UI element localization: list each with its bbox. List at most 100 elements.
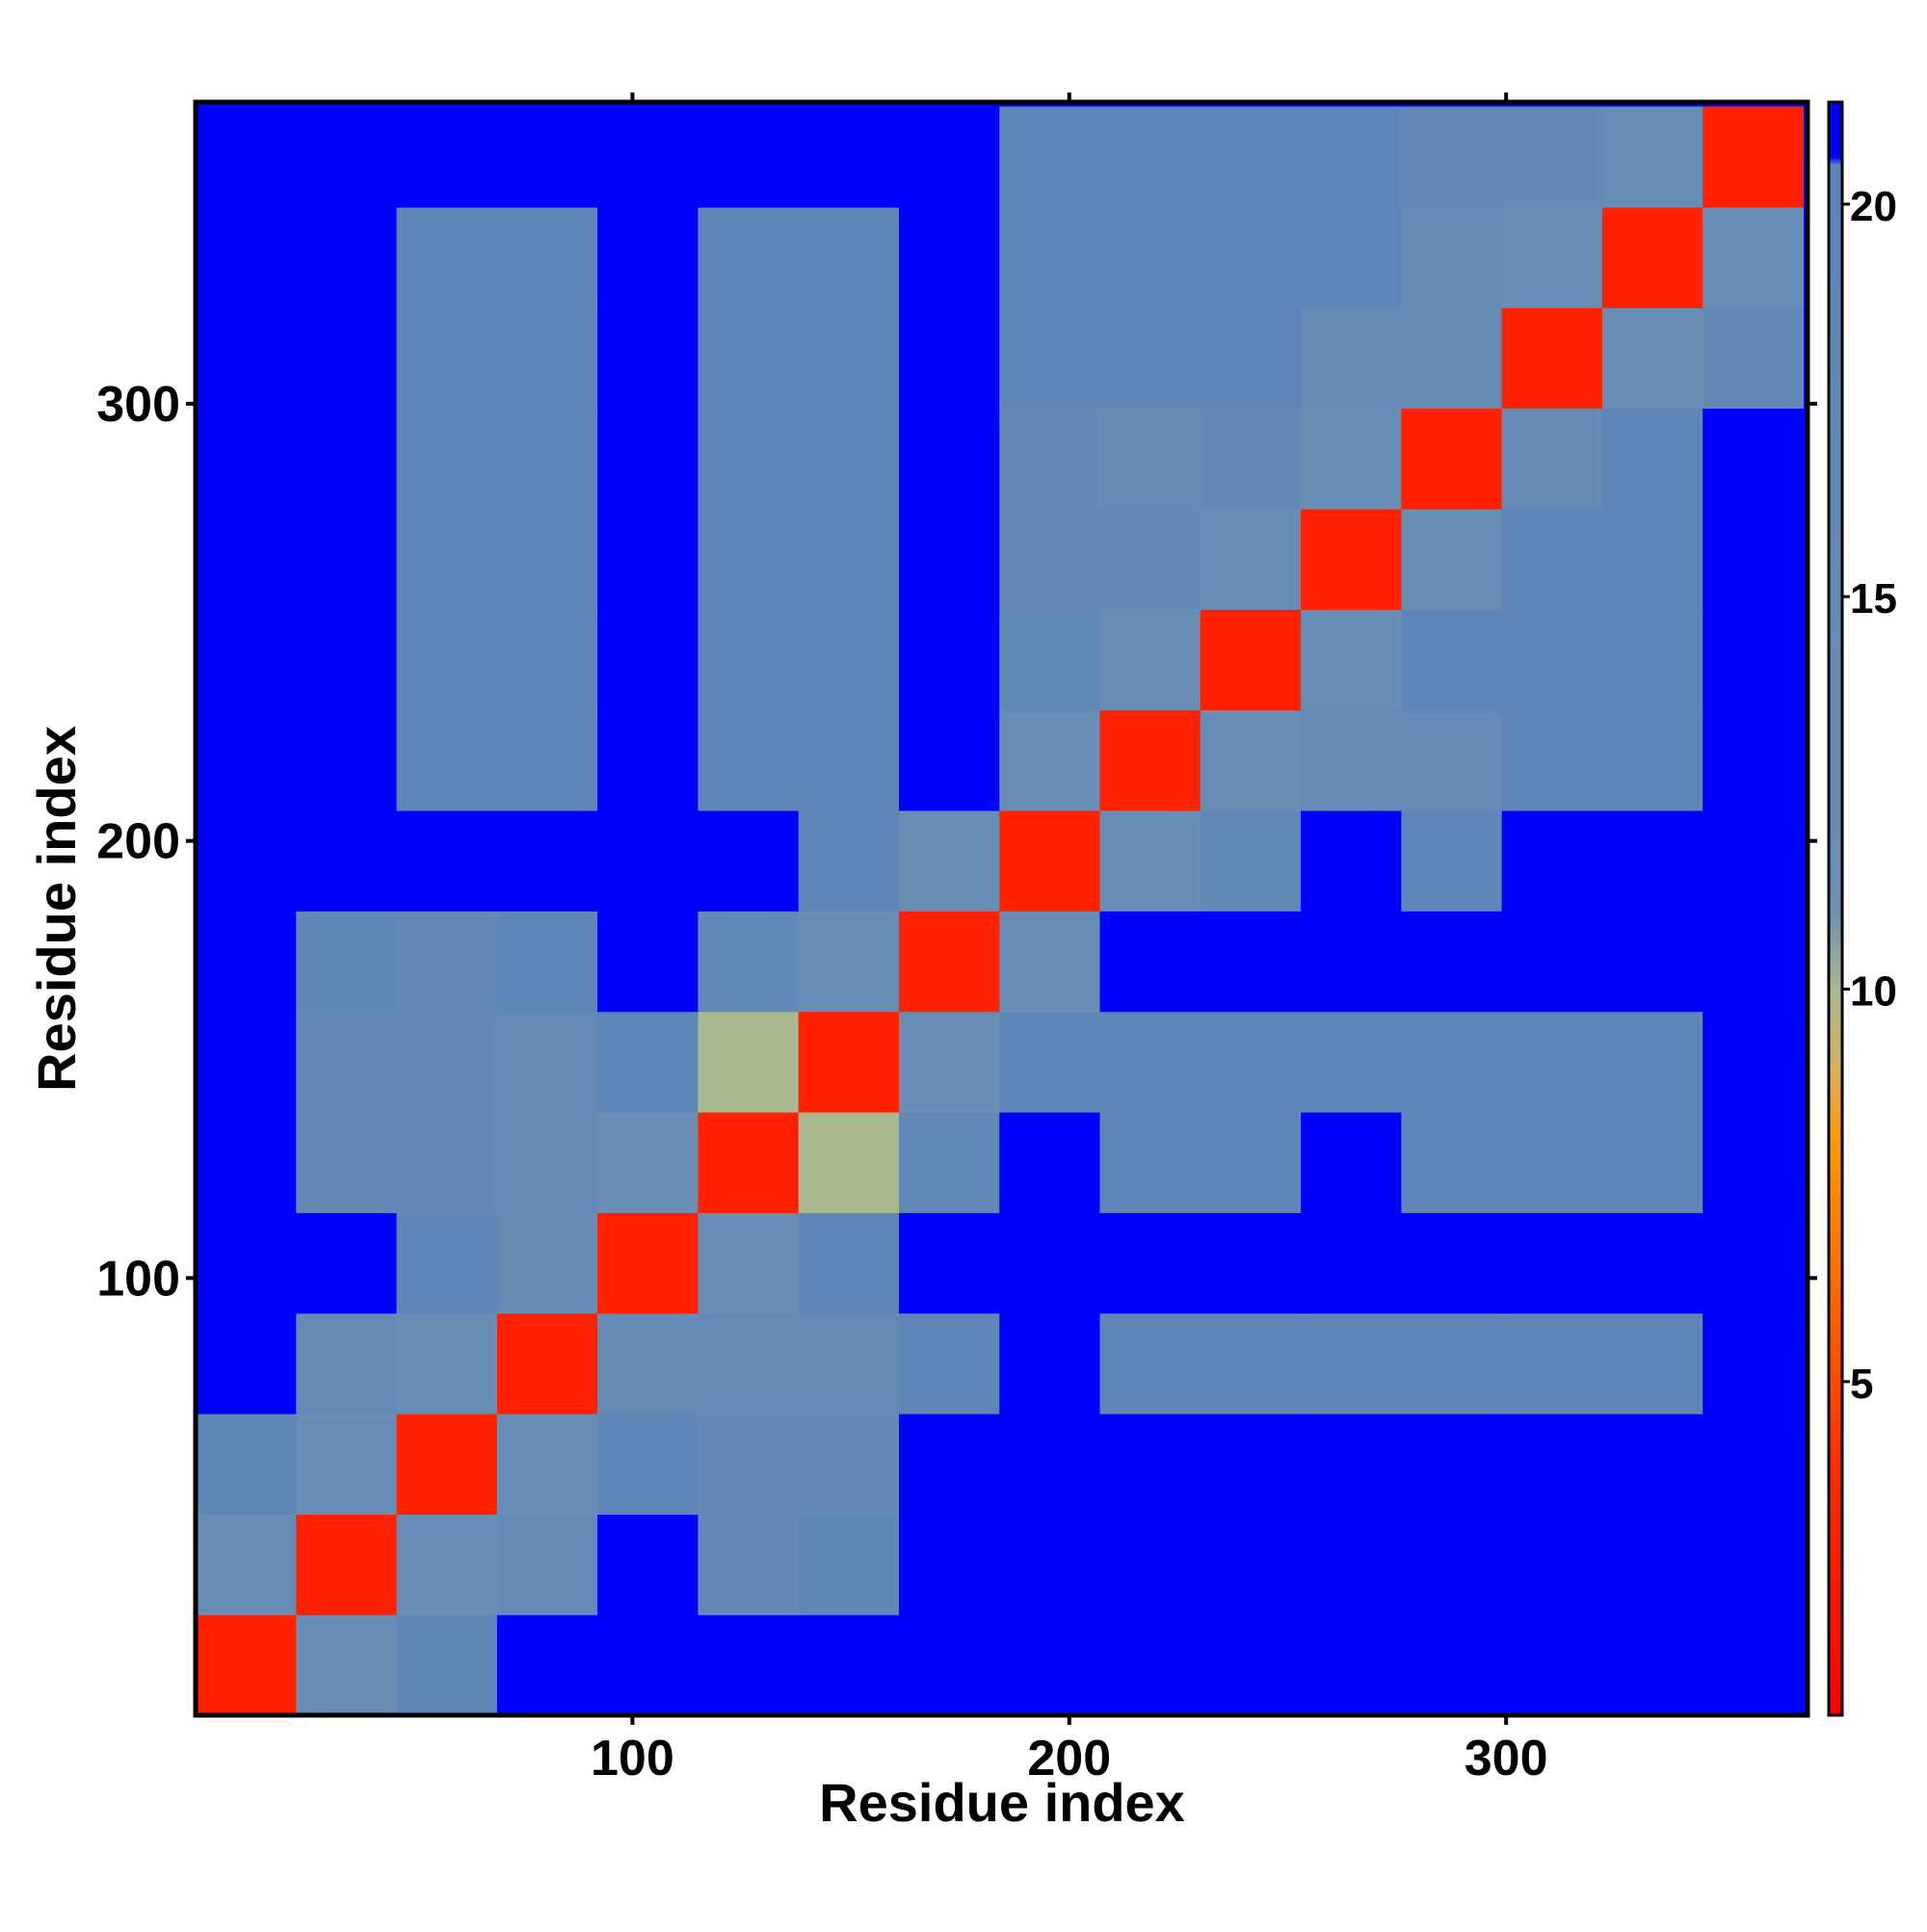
- heatmap-cell: [1501, 1212, 1603, 1314]
- heatmap-cell: [396, 1312, 498, 1415]
- heatmap-cell: [196, 206, 297, 308]
- heatmap-cell: [196, 307, 297, 410]
- heatmap-cell: [1601, 709, 1703, 811]
- heatmap-cell: [999, 508, 1101, 610]
- heatmap-cell: [396, 106, 498, 208]
- heatmap-cell: [597, 206, 699, 308]
- heatmap-cell: [496, 609, 598, 711]
- heatmap-cell: [798, 206, 900, 308]
- heatmap-cell: [196, 106, 297, 208]
- heatmap-cell: [496, 1312, 598, 1415]
- heatmap-cell: [1501, 609, 1603, 711]
- heatmap-cell: [1401, 809, 1503, 912]
- heatmap-cell: [296, 206, 398, 308]
- heatmap-cell: [999, 1413, 1101, 1515]
- heatmap-cell: [1601, 206, 1703, 308]
- heatmap-cells: [196, 102, 1808, 1716]
- heatmap-cell: [698, 1312, 800, 1415]
- heatmap-cell: [396, 1614, 498, 1716]
- heatmap-cell: [798, 1011, 900, 1113]
- heatmap-cell: [296, 1312, 398, 1415]
- heatmap-cell: [1200, 1614, 1302, 1716]
- heatmap-cell: [296, 307, 398, 410]
- heatmap-cell: [396, 1212, 498, 1314]
- heatmap-cell: [1601, 1111, 1703, 1213]
- heatmap-cell: [798, 1514, 900, 1616]
- heatmap-cell: [1301, 1011, 1402, 1113]
- heatmap-cell: [296, 609, 398, 711]
- heatmap-cell: [1703, 1212, 1805, 1314]
- heatmap-cell: [1301, 809, 1402, 912]
- heatmap-cell: [296, 1111, 398, 1213]
- heatmap-cell: [999, 1614, 1101, 1716]
- heatmap-cell: [898, 1413, 1000, 1515]
- heatmap-cell: [1301, 307, 1402, 410]
- heatmap-cell: [798, 508, 900, 610]
- heatmap-cell: [1200, 1011, 1302, 1113]
- heatmap-cell: [597, 609, 699, 711]
- heatmap-cell: [1501, 911, 1603, 1013]
- heatmap-cell: [999, 1514, 1101, 1616]
- heatmap-cell: [296, 911, 398, 1013]
- heatmap-cell: [698, 106, 800, 208]
- heatmap-cell: [396, 709, 498, 811]
- heatmap-cell: [898, 206, 1000, 308]
- heatmap-cell: [1703, 1514, 1805, 1616]
- heatmap-cell: [396, 809, 498, 912]
- heatmap-cell: [1099, 307, 1201, 410]
- heatmap-cell: [798, 1111, 900, 1213]
- heatmap-cell: [1401, 408, 1503, 510]
- heatmap-cell: [898, 1011, 1000, 1113]
- heatmap-cell: [898, 508, 1000, 610]
- heatmap-cell: [597, 1212, 699, 1314]
- heatmap-cell: [1200, 1212, 1302, 1314]
- heatmap-cell: [296, 709, 398, 811]
- heatmap-cell: [898, 1614, 1000, 1716]
- heatmap-cell: [798, 609, 900, 711]
- heatmap-cell: [296, 1011, 398, 1113]
- heatmap-cell: [698, 709, 800, 811]
- heatmap-cell: [1601, 809, 1703, 912]
- colorbar-tick-label: 20: [1850, 183, 1897, 230]
- heatmap-cell: [1301, 1514, 1402, 1616]
- heatmap-cell: [698, 307, 800, 410]
- heatmap-cell: [999, 609, 1101, 711]
- heatmap-cell: [1703, 508, 1805, 610]
- heatmap-cell: [1703, 709, 1805, 811]
- heatmap-cell: [1200, 408, 1302, 510]
- heatmap-cell: [1501, 1111, 1603, 1213]
- heatmap-cell: [196, 508, 297, 610]
- heatmap-cell: [1703, 206, 1805, 308]
- heatmap-cell: [1703, 911, 1805, 1013]
- heatmap-cell: [1601, 911, 1703, 1013]
- heatmap-cell: [999, 911, 1101, 1013]
- heatmap-cell: [798, 1312, 900, 1415]
- heatmap-cell: [196, 1514, 297, 1616]
- heatmap-cell: [898, 809, 1000, 912]
- heatmap-cell: [1401, 1011, 1503, 1113]
- heatmap-cell: [597, 809, 699, 912]
- x-tick-label: 100: [591, 1731, 674, 1786]
- heatmap-cell: [798, 408, 900, 510]
- heatmap-cell: [496, 307, 598, 410]
- heatmap-cell: [1099, 106, 1201, 208]
- heatmap-cell: [698, 1212, 800, 1314]
- heatmap-cell: [1601, 408, 1703, 510]
- heatmap-cell: [1099, 1514, 1201, 1616]
- heatmap-cell: [898, 1111, 1000, 1213]
- heatmap-cell: [1401, 609, 1503, 711]
- heatmap-cell: [496, 1011, 598, 1113]
- heatmap-cell: [1703, 1011, 1805, 1113]
- heatmap-cell: [296, 508, 398, 610]
- x-tick-label: 200: [1027, 1731, 1111, 1786]
- heatmap-cell: [1200, 307, 1302, 410]
- heatmap-cell: [798, 1614, 900, 1716]
- heatmap-cell: [1401, 1514, 1503, 1616]
- heatmap-cell: [1703, 1614, 1805, 1716]
- heatmap-cell: [1703, 609, 1805, 711]
- heatmap-cell: [1301, 911, 1402, 1013]
- heatmap-cell: [597, 1011, 699, 1113]
- heatmap-cell: [698, 1614, 800, 1716]
- heatmap-cell: [999, 1111, 1101, 1213]
